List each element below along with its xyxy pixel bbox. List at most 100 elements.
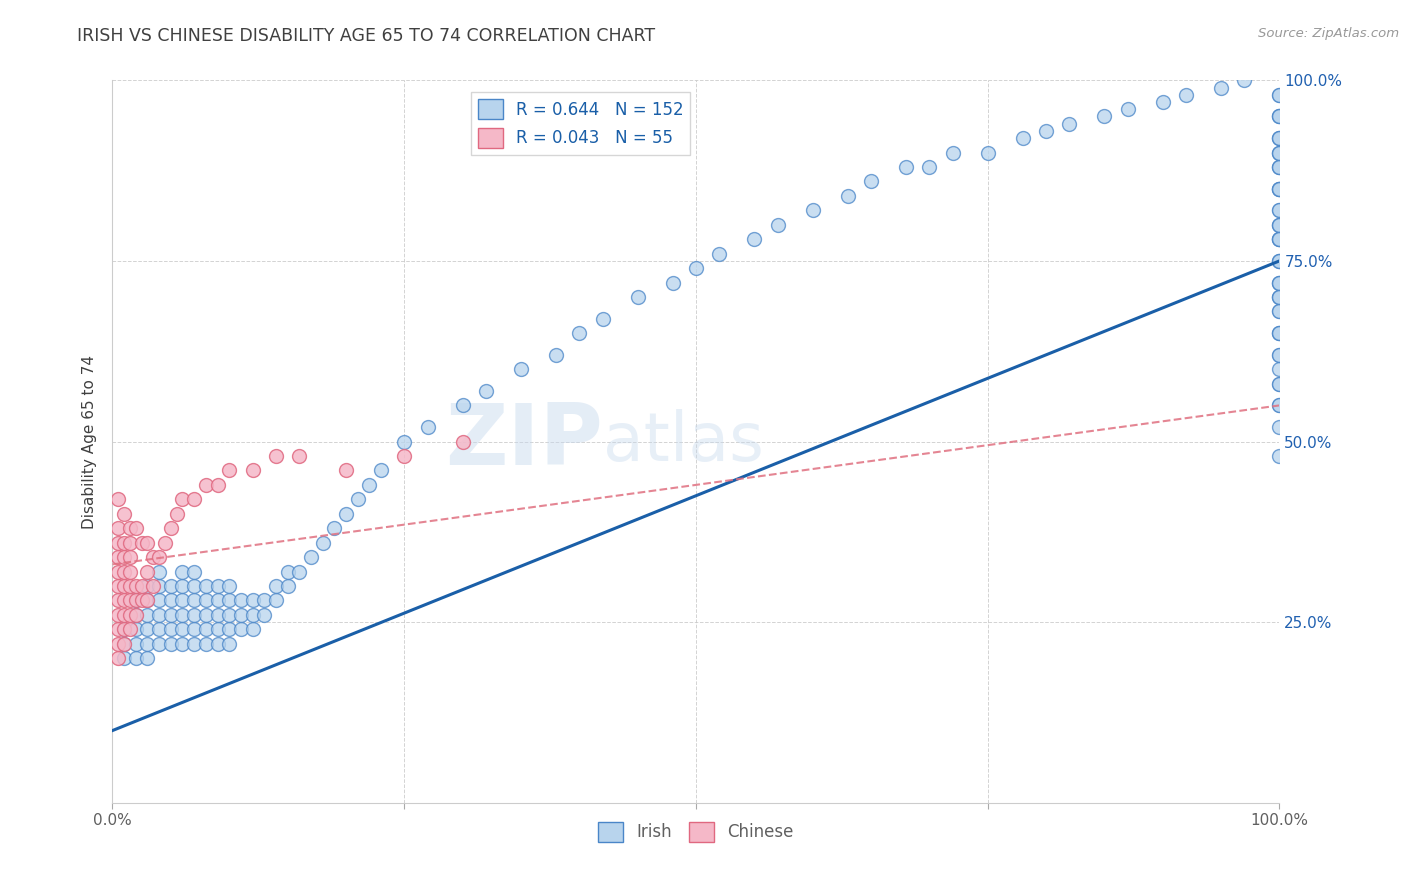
Point [976,145,998,160]
Point [801,203,824,218]
Point [118,607,141,622]
Y-axis label: Disability Age 65 to 74: Disability Age 65 to 74 [82,354,97,529]
Point [918,160,941,174]
Point [1116,102,1139,116]
Point [183,637,205,651]
Point [125,579,148,593]
Point [1268,326,1291,340]
Point [107,593,129,607]
Point [1268,326,1291,340]
Point [136,579,159,593]
Point [136,593,159,607]
Point [1094,110,1116,124]
Point [125,593,148,607]
Point [112,623,135,637]
Point [136,565,159,579]
Point [627,290,650,304]
Point [242,463,264,477]
Point [1175,87,1198,102]
Point [148,565,170,579]
Point [1268,110,1291,124]
Point [592,311,614,326]
Point [118,535,141,549]
Point [136,651,159,665]
Point [1011,131,1033,145]
Point [335,463,357,477]
Point [1268,232,1291,246]
Point [148,593,170,607]
Point [229,593,252,607]
Point [107,521,129,535]
Point [894,160,917,174]
Point [1268,218,1291,232]
Point [837,189,859,203]
Point [172,637,194,651]
Point [1268,290,1291,304]
Point [160,607,183,622]
Point [288,449,311,463]
Point [475,384,498,398]
Point [1268,276,1291,290]
Point [218,607,240,622]
Point [112,593,135,607]
Point [661,276,683,290]
Point [744,232,766,246]
Point [1268,290,1291,304]
Point [346,492,368,507]
Point [107,607,129,622]
Point [194,593,217,607]
Point [125,623,148,637]
Point [1268,203,1291,218]
Point [1059,117,1081,131]
Point [1268,182,1291,196]
Point [148,637,170,651]
Point [1268,348,1291,362]
Point [451,398,474,412]
Point [160,521,183,535]
Point [1268,232,1291,246]
Point [416,420,439,434]
Point [207,593,229,607]
Point [1268,398,1291,412]
Point [218,463,240,477]
Point [288,565,311,579]
Point [118,623,141,637]
Point [451,434,474,449]
Point [1268,232,1291,246]
Point [1268,304,1291,318]
Point [1268,376,1291,391]
Point [183,623,205,637]
Point [1268,253,1291,268]
Point [218,623,240,637]
Legend: Irish, Chinese: Irish, Chinese [592,815,800,848]
Point [264,579,287,593]
Point [172,623,194,637]
Point [1268,145,1291,160]
Point [107,623,129,637]
Point [1268,420,1291,434]
Point [142,579,165,593]
Point [229,623,252,637]
Point [264,449,287,463]
Point [1035,124,1057,138]
Point [112,507,135,521]
Point [1209,80,1232,95]
Point [125,521,148,535]
Point [242,607,264,622]
Point [112,535,135,549]
Point [276,565,298,579]
Point [207,478,229,492]
Point [1268,160,1291,174]
Point [335,507,357,521]
Point [1152,95,1174,109]
Point [112,565,135,579]
Point [299,550,322,565]
Point [107,651,129,665]
Point [148,550,170,565]
Point [166,507,188,521]
Point [1268,182,1291,196]
Point [118,550,141,565]
Point [107,637,129,651]
Point [1268,110,1291,124]
Point [131,579,153,593]
